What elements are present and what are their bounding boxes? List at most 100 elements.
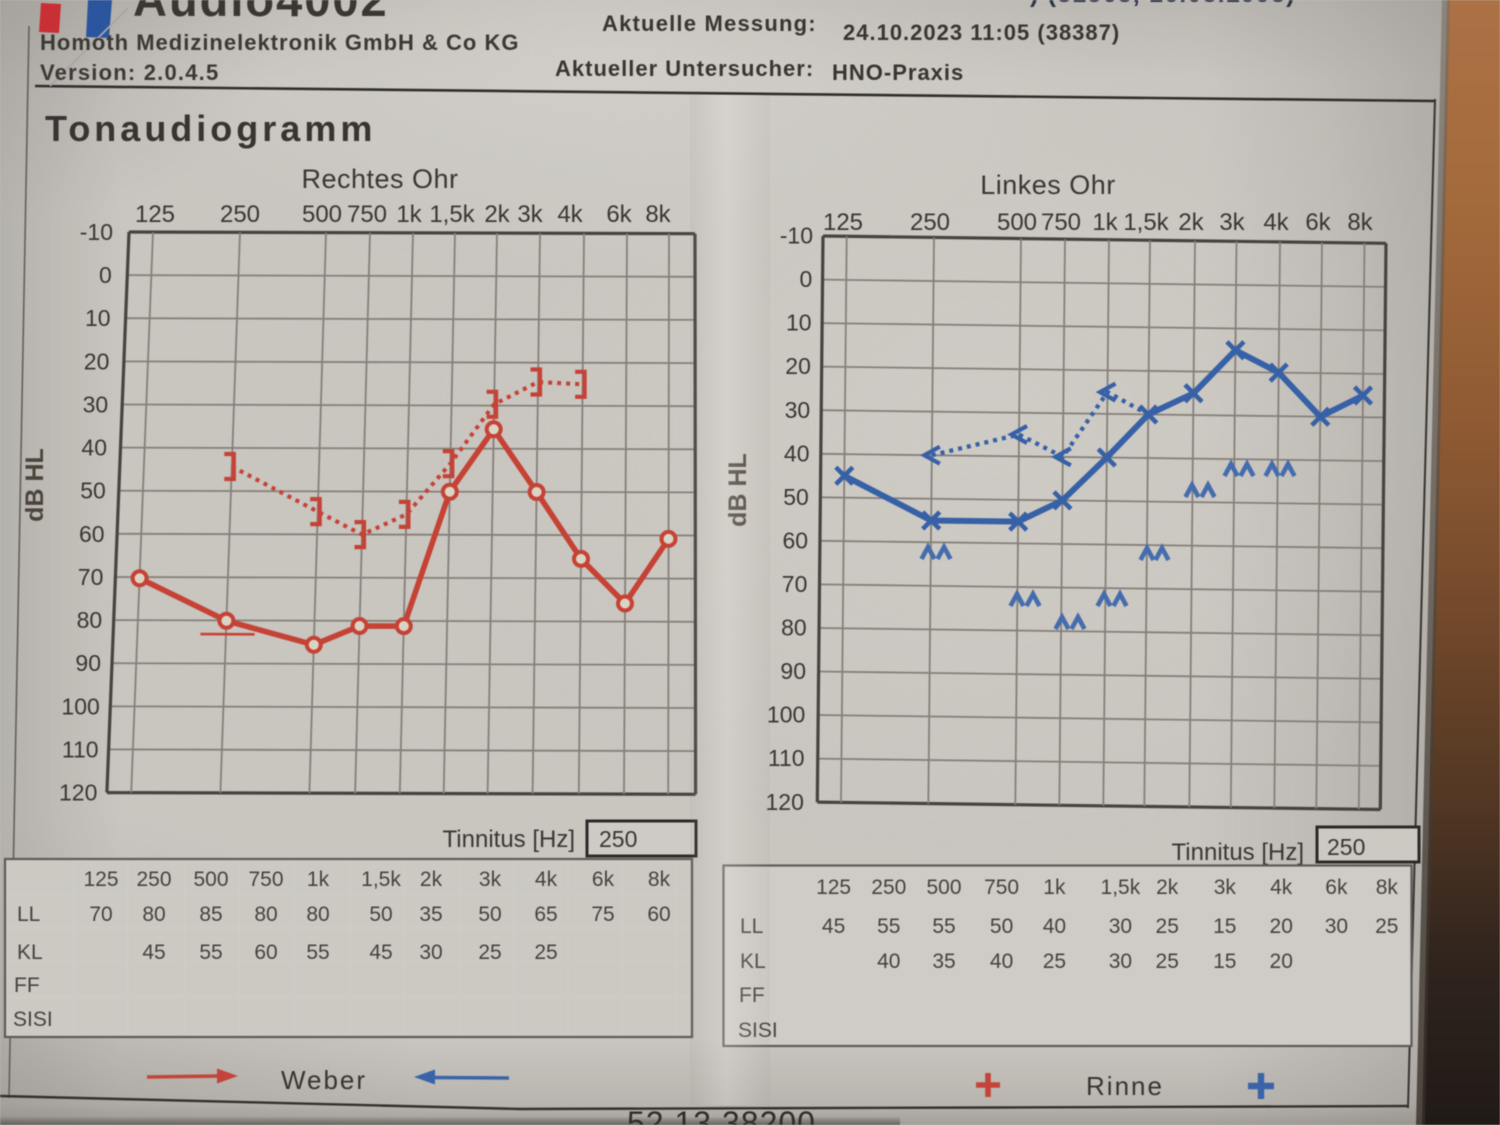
svg-text:30: 30 bbox=[1109, 915, 1132, 938]
svg-text:250: 250 bbox=[220, 201, 260, 228]
svg-text:65: 65 bbox=[534, 903, 557, 926]
svg-text:6k: 6k bbox=[606, 201, 632, 228]
svg-text:60: 60 bbox=[254, 941, 277, 964]
svg-text:55: 55 bbox=[877, 915, 900, 938]
svg-text:80: 80 bbox=[254, 903, 277, 926]
svg-text:50: 50 bbox=[369, 903, 392, 926]
svg-text:Weber: Weber bbox=[281, 1065, 367, 1095]
svg-text:45: 45 bbox=[822, 915, 845, 938]
svg-text:80: 80 bbox=[142, 903, 165, 926]
svg-text:40: 40 bbox=[81, 435, 107, 461]
svg-text:6k: 6k bbox=[592, 868, 615, 891]
svg-text:1,5k: 1,5k bbox=[361, 868, 401, 891]
svg-text:Tinnitus [Hz]: Tinnitus [Hz] bbox=[1172, 839, 1304, 866]
svg-text:SISI: SISI bbox=[13, 1008, 53, 1031]
svg-text:20: 20 bbox=[1270, 950, 1293, 973]
svg-text:Aktueller Untersucher:: Aktueller Untersucher: bbox=[555, 56, 814, 81]
svg-text:25: 25 bbox=[1156, 915, 1179, 938]
svg-text:-10: -10 bbox=[80, 219, 113, 245]
svg-text:50: 50 bbox=[990, 915, 1013, 938]
svg-text:2k: 2k bbox=[484, 201, 510, 228]
svg-text:8k: 8k bbox=[645, 201, 671, 228]
svg-text:125: 125 bbox=[823, 209, 863, 236]
svg-text:250: 250 bbox=[910, 209, 950, 236]
svg-text:LL: LL bbox=[17, 903, 40, 926]
svg-text:70: 70 bbox=[89, 903, 112, 926]
svg-text:250: 250 bbox=[871, 876, 906, 899]
svg-text:110: 110 bbox=[62, 736, 99, 762]
svg-text:1,5k: 1,5k bbox=[429, 201, 475, 228]
svg-text:1,5k: 1,5k bbox=[1123, 209, 1169, 236]
svg-text:30: 30 bbox=[785, 397, 811, 423]
svg-text:4k: 4k bbox=[1263, 209, 1289, 236]
svg-text:90: 90 bbox=[75, 650, 101, 676]
svg-text:75: 75 bbox=[591, 903, 614, 926]
svg-text:120: 120 bbox=[59, 780, 97, 806]
svg-text:FF: FF bbox=[739, 984, 765, 1007]
svg-text:4k: 4k bbox=[1270, 876, 1293, 899]
svg-text:120: 120 bbox=[766, 789, 804, 815]
svg-text:50: 50 bbox=[80, 478, 106, 504]
svg-text:HNO-Praxis: HNO-Praxis bbox=[832, 60, 964, 85]
svg-text:Rechtes Ohr: Rechtes Ohr bbox=[301, 164, 458, 194]
svg-text:55: 55 bbox=[306, 941, 329, 964]
svg-text:8k: 8k bbox=[1347, 209, 1373, 236]
svg-text:52 13 38200: 52 13 38200 bbox=[627, 1105, 816, 1125]
svg-text:Linkes Ohr: Linkes Ohr bbox=[980, 170, 1116, 200]
svg-text:60: 60 bbox=[647, 903, 670, 926]
svg-text:40: 40 bbox=[990, 950, 1013, 973]
svg-text:100: 100 bbox=[767, 702, 805, 728]
svg-text:45: 45 bbox=[142, 941, 165, 964]
svg-text:8k: 8k bbox=[648, 868, 671, 891]
svg-text:80: 80 bbox=[781, 615, 807, 641]
svg-text:Tonaudiogramm: Tonaudiogramm bbox=[45, 108, 376, 149]
svg-text:50: 50 bbox=[783, 484, 809, 510]
svg-text:125: 125 bbox=[83, 868, 118, 891]
svg-text:30: 30 bbox=[1109, 950, 1132, 973]
svg-text:) (31568, 16.08.1993): ) (31568, 16.08.1993) bbox=[1030, 0, 1296, 8]
svg-text:25: 25 bbox=[1375, 915, 1398, 938]
svg-text:6k: 6k bbox=[1305, 209, 1331, 236]
svg-text:3k: 3k bbox=[479, 868, 502, 891]
svg-text:3k: 3k bbox=[517, 201, 543, 228]
svg-text:1k: 1k bbox=[1043, 876, 1066, 899]
svg-text:1k: 1k bbox=[1092, 209, 1118, 236]
svg-text:25: 25 bbox=[1156, 950, 1179, 973]
svg-text:Tinnitus [Hz]: Tinnitus [Hz] bbox=[443, 826, 575, 853]
svg-text:1,5k: 1,5k bbox=[1101, 876, 1141, 899]
svg-text:30: 30 bbox=[419, 941, 442, 964]
svg-text:750: 750 bbox=[984, 876, 1019, 899]
svg-text:24.10.2023 11:05 (38387): 24.10.2023 11:05 (38387) bbox=[843, 20, 1120, 45]
svg-text:Version: 2.0.4.5: Version: 2.0.4.5 bbox=[40, 60, 219, 85]
svg-text:30: 30 bbox=[83, 392, 109, 418]
svg-text:55: 55 bbox=[199, 941, 222, 964]
svg-text:2k: 2k bbox=[1156, 876, 1179, 899]
svg-text:1k: 1k bbox=[396, 201, 422, 228]
svg-text:20: 20 bbox=[84, 348, 110, 374]
svg-text:0: 0 bbox=[99, 262, 112, 288]
svg-text:70: 70 bbox=[78, 564, 104, 590]
svg-text:3k: 3k bbox=[1219, 209, 1245, 236]
svg-text:750: 750 bbox=[248, 868, 283, 891]
svg-text:6k: 6k bbox=[1325, 876, 1348, 899]
svg-text:Audio4002: Audio4002 bbox=[133, 0, 389, 26]
svg-text:250: 250 bbox=[1327, 834, 1365, 860]
svg-text:500: 500 bbox=[193, 868, 228, 891]
svg-text:Aktuelle Messung:: Aktuelle Messung: bbox=[602, 11, 817, 36]
svg-text:110: 110 bbox=[768, 745, 805, 771]
svg-text:3k: 3k bbox=[1214, 876, 1237, 899]
svg-text:250: 250 bbox=[136, 868, 171, 891]
svg-text:500: 500 bbox=[997, 209, 1037, 236]
svg-text:40: 40 bbox=[1043, 915, 1066, 938]
svg-text:60: 60 bbox=[783, 527, 809, 553]
svg-text:8k: 8k bbox=[1376, 876, 1399, 899]
svg-text:125: 125 bbox=[135, 201, 175, 228]
svg-text:80: 80 bbox=[306, 903, 329, 926]
svg-text:500: 500 bbox=[302, 201, 342, 228]
svg-text:dB HL: dB HL bbox=[724, 453, 752, 527]
svg-text:Rinne: Rinne bbox=[1086, 1071, 1164, 1101]
svg-text:SISI: SISI bbox=[738, 1019, 778, 1042]
svg-text:15: 15 bbox=[1213, 950, 1236, 973]
svg-text:40: 40 bbox=[784, 440, 810, 466]
svg-text:70: 70 bbox=[782, 571, 808, 597]
